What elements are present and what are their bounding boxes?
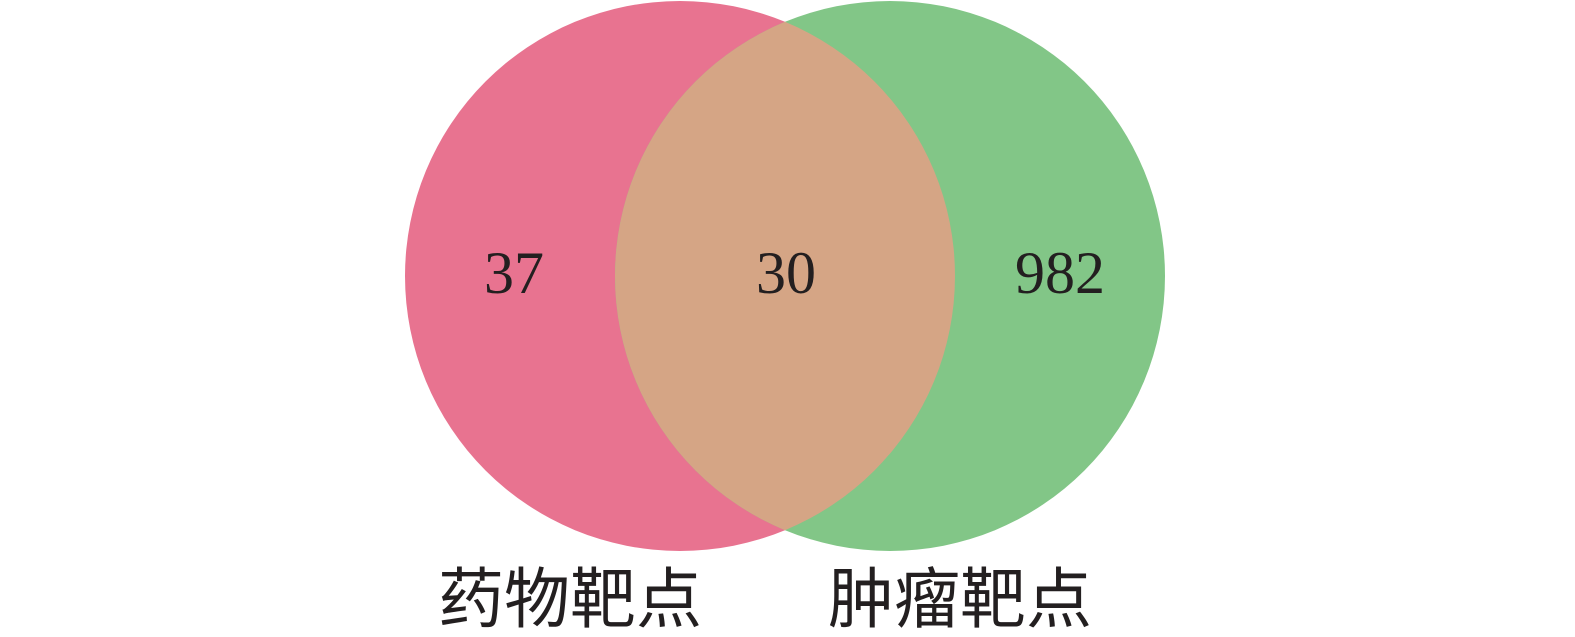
- drug-targets-unique-count: 37: [484, 240, 544, 306]
- tumor-targets-unique-count: 982: [1015, 240, 1105, 306]
- set-label-tumor-targets: 肿瘤靶点: [828, 564, 1092, 637]
- set-label-drug-targets: 药物靶点: [438, 564, 702, 637]
- venn-intersection-region: [615, 1, 955, 551]
- intersection-count: 30: [756, 240, 816, 306]
